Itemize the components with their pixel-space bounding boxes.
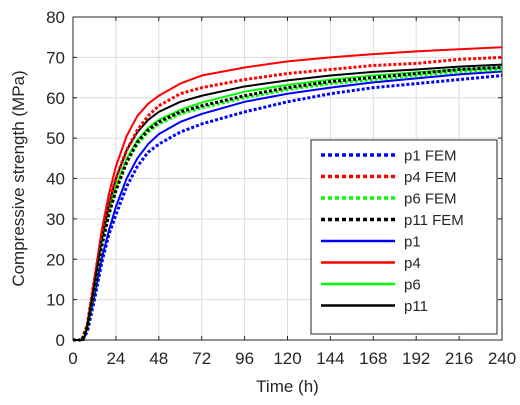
y-tick-label: 10 bbox=[46, 291, 65, 310]
series-lines bbox=[73, 46, 503, 342]
x-tick-label: 120 bbox=[273, 349, 301, 368]
y-tick-label: 60 bbox=[46, 89, 65, 108]
y-axis-label: Compressive strength (MPa) bbox=[9, 70, 28, 286]
legend-label: p11 FEM bbox=[404, 212, 464, 229]
y-tick-label: 20 bbox=[46, 250, 65, 269]
x-tick-label: 72 bbox=[192, 349, 211, 368]
y-tick-label: 50 bbox=[46, 129, 65, 148]
x-tick-label: 24 bbox=[106, 349, 125, 368]
x-tick-label: 48 bbox=[149, 349, 168, 368]
y-tick-label: 70 bbox=[46, 48, 65, 67]
legend-label: p4 bbox=[404, 255, 421, 272]
x-tick-label: 216 bbox=[445, 349, 473, 368]
series-line-p1-fem bbox=[73, 74, 503, 342]
series-line-p11 bbox=[73, 63, 503, 341]
legend-label: p6 FEM bbox=[404, 191, 457, 208]
x-axis-label: Time (h) bbox=[256, 377, 319, 396]
x-tick-label: 144 bbox=[316, 349, 344, 368]
legend-box bbox=[310, 139, 498, 335]
x-tick-label: 96 bbox=[235, 349, 254, 368]
legend-label: p1 FEM bbox=[404, 148, 457, 165]
x-tick-label: 192 bbox=[402, 349, 430, 368]
x-tick-label: 0 bbox=[68, 349, 77, 368]
y-tick-label: 30 bbox=[46, 210, 65, 229]
legend: p1 FEM p4 FEM p6 FEM p11 FEM p1 p4 p6 p11 bbox=[310, 139, 498, 335]
series-line-p4-fem bbox=[73, 55, 503, 342]
legend-label: p6 bbox=[404, 277, 421, 294]
legend-label: p4 FEM bbox=[404, 169, 457, 186]
x-tick-label: 240 bbox=[488, 349, 516, 368]
y-tick-label: 0 bbox=[56, 331, 65, 350]
axis-ticks: 0 24 48 72 96 120 144 168 192 216 240 0 10 20 30 40 50 60… bbox=[46, 8, 516, 368]
y-tick-label: 80 bbox=[46, 8, 65, 27]
legend-label: p1 bbox=[404, 234, 421, 251]
legend-label: p11 bbox=[404, 298, 428, 315]
x-tick-label: 168 bbox=[359, 349, 387, 368]
series-line-p11-fem bbox=[73, 65, 503, 342]
y-tick-label: 40 bbox=[46, 170, 65, 189]
